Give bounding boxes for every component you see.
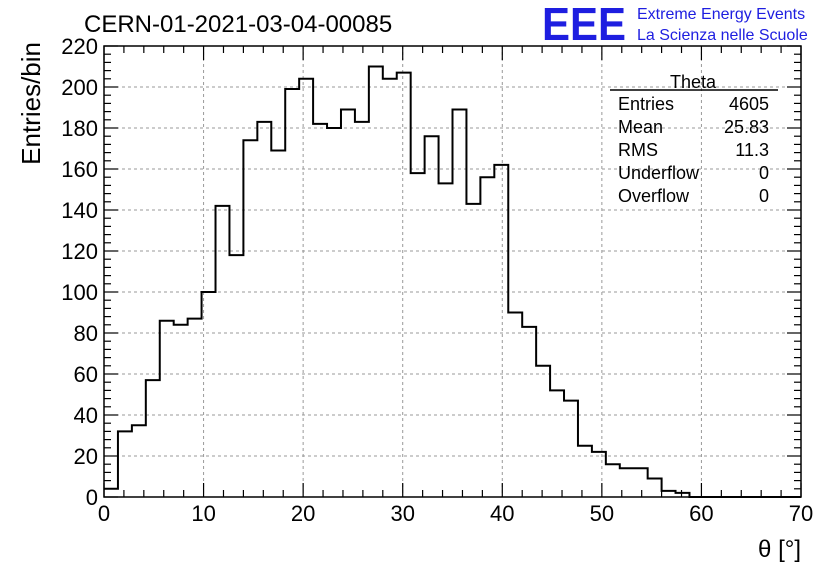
logo-line-2: La Scienza nelle Scuole xyxy=(637,27,808,44)
stats-label: Underflow xyxy=(618,163,700,183)
x-tick-labels: 0 10 20 30 40 50 60 70 xyxy=(98,501,813,526)
stats-label: RMS xyxy=(618,140,658,160)
stats-label: Overflow xyxy=(618,186,690,206)
y-tick-label: 140 xyxy=(61,198,98,223)
x-tick-label: 40 xyxy=(490,501,514,526)
y-tick-label: 80 xyxy=(74,321,98,346)
y-tick-label: 100 xyxy=(61,280,98,305)
y-tick-label: 200 xyxy=(61,75,98,100)
x-axis-label: θ [°] xyxy=(758,536,801,563)
x-tick-label: 60 xyxy=(689,501,713,526)
x-tick-label: 20 xyxy=(291,501,315,526)
y-tick-label: 20 xyxy=(74,444,98,469)
stats-label: Mean xyxy=(618,117,663,137)
stats-box: Theta Entries 4605 Mean 25.83 RMS 11.3 Underfl… xyxy=(610,72,778,206)
eee-logo-letters: EEE xyxy=(542,0,626,50)
y-tick-label: 180 xyxy=(61,116,98,141)
chart-title: CERN-01-2021-03-04-00085 xyxy=(84,11,392,38)
y-tick-label: 220 xyxy=(61,34,98,59)
y-tick-label: 40 xyxy=(74,403,98,428)
plot-frame xyxy=(103,45,802,498)
x-tick-label: 70 xyxy=(789,501,813,526)
y-tick-labels: 0 20 40 60 80 100 120 140 160 180 200 220 xyxy=(61,34,98,510)
y-tick-label: 120 xyxy=(61,239,98,264)
y-tick-label: 0 xyxy=(86,485,98,510)
stats-title: Theta xyxy=(670,72,717,92)
x-tick-label: 30 xyxy=(390,501,414,526)
y-axis-label: Entries/bin xyxy=(16,42,46,165)
stats-value: 25.83 xyxy=(724,117,769,137)
stats-value: 0 xyxy=(759,186,769,206)
y-tick-label: 60 xyxy=(74,362,98,387)
x-tick-label: 50 xyxy=(590,501,614,526)
histogram-line xyxy=(104,65,801,498)
x-tick-label: 10 xyxy=(191,501,215,526)
axis-ticks xyxy=(103,45,802,498)
stats-value: 11.3 xyxy=(735,140,769,160)
stats-value: 4605 xyxy=(729,94,769,114)
y-tick-label: 160 xyxy=(61,157,98,182)
stats-rows: Entries 4605 Mean 25.83 RMS 11.3 Underflow 0 Ove… xyxy=(618,94,769,206)
x-tick-label: 0 xyxy=(98,501,110,526)
stats-value: 0 xyxy=(759,163,769,183)
eee-logo: EEE Extreme Energy Events La Scienza nel… xyxy=(542,0,808,50)
logo-line-1: Extreme Energy Events xyxy=(637,6,805,23)
stats-label: Entries xyxy=(618,94,674,114)
